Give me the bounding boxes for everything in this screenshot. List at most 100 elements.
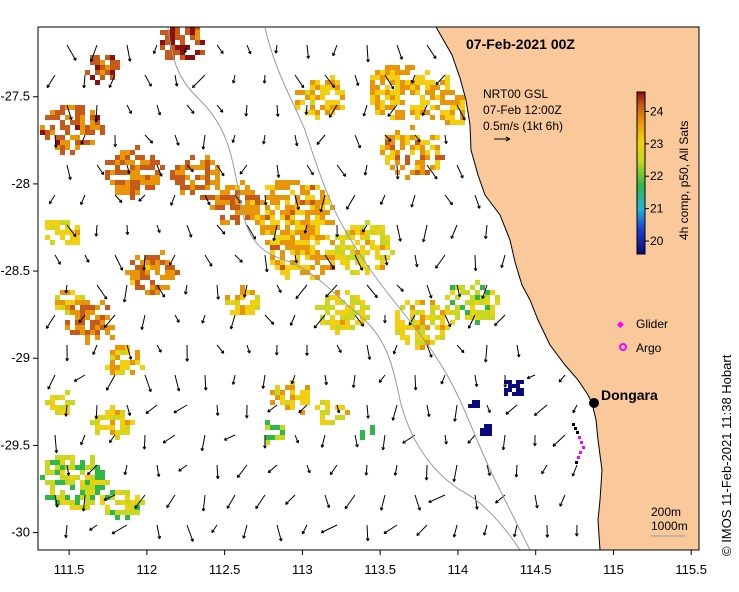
sst-pixel	[95, 330, 100, 335]
sst-pixel	[135, 355, 140, 360]
sst-pixel	[85, 465, 90, 470]
sst-pixel	[95, 70, 100, 75]
sst-pixel	[360, 235, 365, 240]
sst-pixel	[265, 185, 270, 190]
sst-pixel	[125, 180, 130, 185]
sst-pixel	[475, 295, 480, 300]
sst-pixel	[80, 470, 85, 475]
sst-pixel	[160, 45, 165, 50]
sst-pixel	[65, 300, 70, 305]
sst-pixel	[310, 220, 315, 225]
sst-pixel	[55, 460, 60, 465]
sst-pixel	[80, 110, 85, 115]
sst-pixel	[320, 415, 325, 420]
sst-pixel	[330, 305, 335, 310]
sst-pixel	[225, 295, 230, 300]
sst-pixels	[40, 27, 524, 520]
current-vector	[435, 254, 446, 269]
sst-pixel	[335, 90, 340, 95]
sst-pixel	[245, 215, 250, 220]
sst-pixel	[375, 70, 380, 75]
sst-pixel	[130, 165, 135, 170]
sst-pixel	[345, 320, 350, 325]
sst-pixel	[305, 395, 310, 400]
sst-pixel	[340, 415, 345, 420]
sst-pixel	[380, 230, 385, 235]
sst-pixel	[95, 335, 100, 340]
sst-pixel	[115, 415, 120, 420]
current-vector	[383, 524, 398, 535]
sst-pixel	[70, 235, 75, 240]
sst-pixel	[235, 190, 240, 195]
current-vector	[500, 254, 506, 269]
sst-pixel	[395, 160, 400, 165]
sst-pixel	[365, 265, 370, 270]
sst-pixel	[130, 190, 135, 195]
sst-pixel	[325, 420, 330, 425]
sst-pixel	[195, 165, 200, 170]
sst-pixel	[355, 225, 360, 230]
current-vector	[126, 344, 133, 360]
sst-pixel	[60, 145, 65, 150]
sst-pixel	[125, 270, 130, 275]
current-vector	[324, 494, 331, 509]
sst-pixel	[400, 100, 405, 105]
sst-pixel	[508, 384, 512, 388]
current-vector	[294, 134, 299, 147]
sst-pixel	[270, 245, 275, 250]
sst-pixel	[440, 335, 445, 340]
sst-pixel	[190, 180, 195, 185]
sst-pixel	[190, 35, 195, 40]
sst-pixel	[395, 135, 400, 140]
sst-pixel	[320, 235, 325, 240]
sst-pixel	[415, 310, 420, 315]
current-vector	[262, 134, 266, 145]
sst-pixel	[50, 495, 55, 500]
sst-pixel	[265, 240, 270, 245]
sst-pixel	[235, 300, 240, 305]
sst-pixel	[290, 395, 295, 400]
current-vector	[501, 434, 506, 451]
sst-pixel	[205, 165, 210, 170]
sst-pixel	[85, 340, 90, 345]
current-vector	[173, 404, 188, 414]
sst-pixel	[180, 50, 185, 55]
sst-pixel	[165, 35, 170, 40]
sst-pixel	[445, 325, 450, 330]
current-vector	[320, 434, 326, 448]
sst-pixel	[110, 405, 115, 410]
sst-pixel	[310, 250, 315, 255]
sst-pixel	[420, 325, 425, 330]
current-vector	[191, 74, 206, 89]
sst-pixel	[425, 170, 430, 175]
sst-pixel	[470, 300, 475, 305]
sst-pixel	[285, 180, 290, 185]
sst-pixel	[375, 105, 380, 110]
sst-pixel	[290, 210, 295, 215]
sst-pixel	[400, 145, 405, 150]
sst-pixel	[516, 392, 520, 396]
scale-arrowhead	[505, 136, 511, 142]
credit-label: © IMOS 11-Feb-2021 11:38 Hobart	[719, 354, 734, 556]
sst-pixel	[445, 115, 450, 120]
sst-pixel	[110, 350, 115, 355]
sst-pixel	[45, 130, 50, 135]
sst-pixel	[95, 485, 100, 490]
sst-pixel	[75, 465, 80, 470]
sst-pixel	[450, 320, 455, 325]
current-vector	[440, 374, 446, 385]
sst-pixel	[105, 495, 110, 500]
sst-pixel	[205, 160, 210, 165]
sst-pixel	[395, 320, 400, 325]
sst-pixel	[135, 350, 140, 355]
sst-pixel	[75, 235, 80, 240]
sst-pixel	[475, 280, 480, 285]
sst-pixel	[380, 245, 385, 250]
current-vector	[255, 494, 266, 510]
current-vector	[178, 464, 188, 472]
current-vector	[444, 134, 448, 145]
contour-1000m	[167, 27, 521, 550]
sst-pixel	[250, 190, 255, 195]
current-vector	[304, 104, 309, 115]
sst-pixel	[245, 305, 250, 310]
